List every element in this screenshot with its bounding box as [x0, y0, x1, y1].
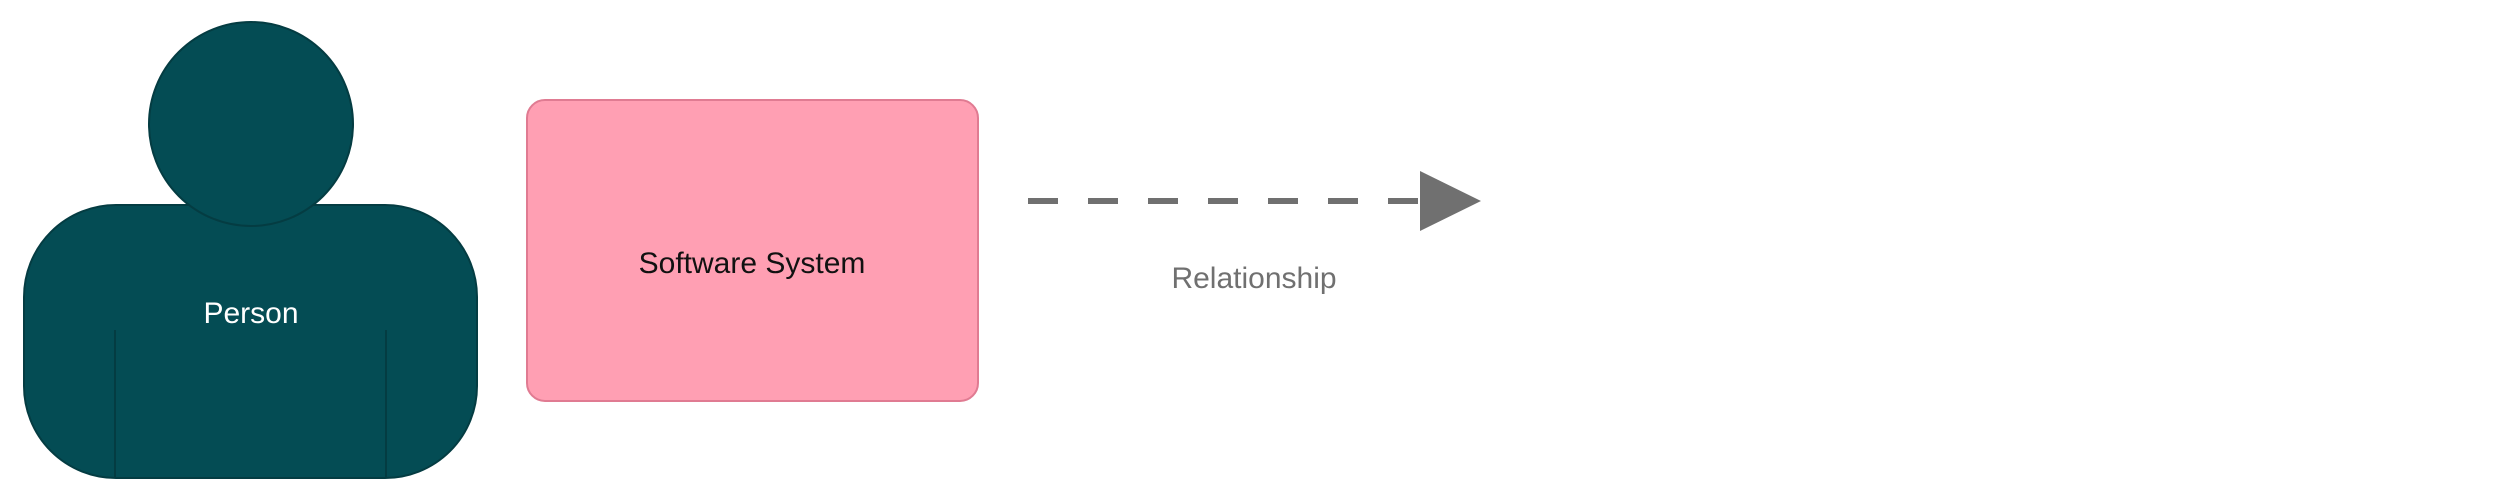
relationship-label: Relationship — [1171, 262, 1336, 295]
software-system-box — [526, 99, 979, 402]
software-system-label: Software System — [639, 247, 866, 280]
software-system-element[interactable]: Software System — [526, 99, 979, 402]
person-label: Person — [203, 297, 298, 330]
person-body — [23, 204, 478, 479]
person-element[interactable]: Person — [23, 21, 478, 479]
person-head — [148, 21, 354, 227]
relationship-element[interactable]: Relationship — [1028, 171, 1481, 295]
relationship-arrowhead — [1420, 171, 1481, 231]
